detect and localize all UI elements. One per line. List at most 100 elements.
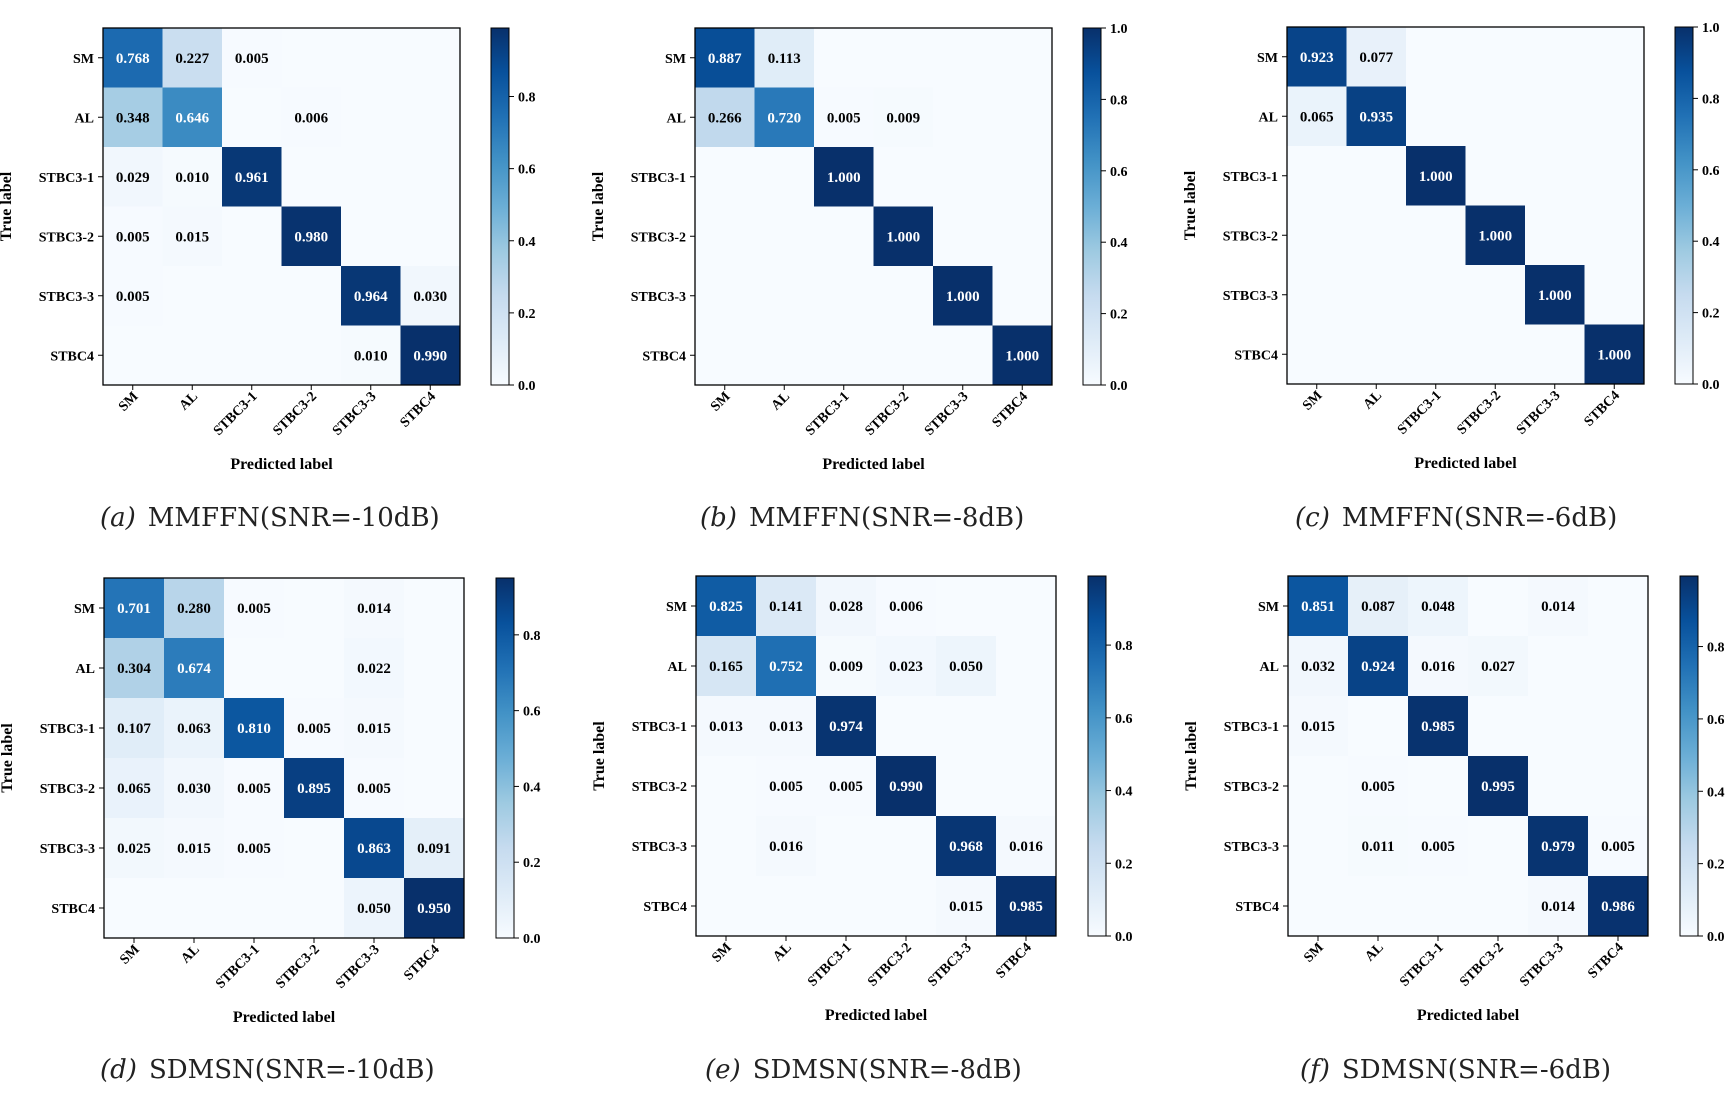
y-tick-label: AL bbox=[1260, 660, 1279, 675]
heatmap-cell bbox=[284, 818, 345, 879]
heatmap-cell bbox=[1588, 636, 1649, 697]
subfigure-caption: (b) MMFFN(SNR=-8dB) bbox=[700, 503, 1024, 533]
heatmap-cell bbox=[341, 28, 401, 88]
heatmap-cell bbox=[222, 266, 282, 326]
y-tick-label: STBC3-1 bbox=[631, 171, 686, 186]
heatmap-cell bbox=[1528, 816, 1589, 877]
heatmap-cell bbox=[103, 87, 163, 148]
y-tick-label: STBC3-1 bbox=[632, 720, 687, 735]
cell-value-label: 0.887 bbox=[708, 51, 742, 67]
heatmap-cell bbox=[1348, 576, 1409, 637]
colorbar-tick-label: 0.4 bbox=[1702, 235, 1720, 250]
x-tick-label: STBC3-2 bbox=[270, 389, 320, 439]
y-tick-label: AL bbox=[76, 662, 95, 677]
cell-value-label: 0.348 bbox=[116, 110, 150, 126]
cell-value-label: 0.985 bbox=[1421, 719, 1455, 735]
heatmap-cell bbox=[1288, 876, 1349, 937]
colorbar bbox=[1679, 575, 1699, 937]
cell-value-label: 0.701 bbox=[117, 601, 151, 617]
cell-value-label: 0.015 bbox=[949, 899, 983, 915]
heatmap-cell bbox=[162, 325, 223, 386]
heatmap-cell bbox=[400, 147, 461, 207]
cell-value-label: 0.015 bbox=[1301, 719, 1335, 735]
cell-value-label: 0.851 bbox=[1301, 599, 1335, 615]
heatmap-cell bbox=[1287, 146, 1347, 206]
cell-value-label: 0.720 bbox=[767, 110, 801, 126]
subfigure-caption: (f) SDMSN(SNR=-6dB) bbox=[1300, 1055, 1611, 1085]
heatmap-cell bbox=[814, 28, 874, 88]
y-tick-label: STBC3-1 bbox=[40, 722, 95, 737]
heatmap-cell bbox=[1287, 27, 1347, 87]
x-tick-label: AL bbox=[1362, 940, 1386, 964]
cell-value-label: 0.032 bbox=[1301, 659, 1335, 675]
heatmap-cell bbox=[1465, 146, 1526, 206]
cell-value-label: 0.005 bbox=[235, 51, 269, 67]
heatmap-cell bbox=[1588, 576, 1649, 637]
caption-text: MMFFN(SNR=-10dB) bbox=[148, 503, 440, 533]
x-tick-label: STBC3-2 bbox=[865, 940, 915, 990]
colorbar-tick-label: 0.2 bbox=[1110, 308, 1128, 323]
colorbar-tick-label: 0.8 bbox=[1707, 641, 1725, 656]
heatmap-cell bbox=[224, 638, 285, 699]
heatmap-cell bbox=[1465, 27, 1526, 87]
cell-value-label: 0.065 bbox=[117, 781, 151, 797]
colorbar bbox=[1082, 27, 1102, 386]
heatmap-cell bbox=[1465, 205, 1526, 266]
cell-value-label: 0.986 bbox=[1601, 899, 1635, 915]
caption-letter: (a) bbox=[100, 503, 136, 533]
heatmap-cell bbox=[696, 636, 757, 697]
cell-value-label: 0.014 bbox=[1541, 599, 1575, 615]
heatmap-cell bbox=[104, 818, 165, 879]
heatmap-cell bbox=[816, 756, 877, 817]
y-tick-label: SM bbox=[74, 602, 95, 617]
heatmap-cell bbox=[1287, 324, 1347, 385]
heatmap-cell bbox=[341, 206, 401, 267]
cell-value-label: 0.227 bbox=[175, 51, 209, 67]
cell-value-label: 0.027 bbox=[1481, 659, 1515, 675]
colorbar-tick-label: 0.8 bbox=[518, 91, 536, 106]
cell-value-label: 0.005 bbox=[1601, 839, 1635, 855]
x-tick-label: SM bbox=[708, 389, 733, 414]
heatmap-cell bbox=[814, 325, 874, 386]
colorbar-tick-label: 0.2 bbox=[1702, 307, 1720, 322]
heatmap-cell bbox=[816, 876, 877, 937]
y-axis-title: True label bbox=[1182, 170, 1199, 240]
heatmap-cell bbox=[400, 87, 461, 148]
heatmap-cell bbox=[341, 325, 401, 386]
heatmap-cell bbox=[1408, 816, 1469, 877]
colorbar-tick-label: 0.8 bbox=[523, 629, 541, 644]
heatmap-cell bbox=[754, 87, 815, 148]
cell-value-label: 0.010 bbox=[354, 348, 388, 364]
caption-text: MMFFN(SNR=-6dB) bbox=[1342, 503, 1617, 533]
heatmap-cell bbox=[103, 206, 163, 267]
heatmap-cell bbox=[1588, 876, 1649, 937]
y-tick-label: STBC3-2 bbox=[1224, 780, 1279, 795]
y-tick-label: STBC4 bbox=[1234, 348, 1278, 363]
heatmap-cell bbox=[344, 638, 405, 699]
heatmap-cell bbox=[1346, 27, 1407, 87]
x-tick-label: SM bbox=[117, 942, 142, 967]
colorbar-tick-label: 0.2 bbox=[523, 856, 541, 871]
heatmap-cell bbox=[344, 818, 405, 879]
subfigure-caption: (e) SDMSN(SNR=-8dB) bbox=[705, 1055, 1022, 1085]
y-tick-label: STBC3-2 bbox=[1223, 229, 1278, 244]
y-tick-label: STBC4 bbox=[642, 349, 686, 364]
plot-frame bbox=[694, 27, 1053, 386]
heatmap-cell bbox=[1348, 696, 1409, 757]
y-tick-label: SM bbox=[73, 52, 94, 67]
y-tick-label: STBC3-1 bbox=[1224, 720, 1279, 735]
heatmap-cell bbox=[1468, 696, 1529, 757]
cell-value-label: 0.165 bbox=[709, 659, 743, 675]
x-tick-label: STBC3-3 bbox=[330, 389, 380, 439]
y-tick-label: STBC3-1 bbox=[1223, 170, 1278, 185]
heatmap-cell bbox=[284, 878, 345, 939]
heatmap-cell bbox=[1588, 756, 1649, 817]
x-tick-label: AL bbox=[1361, 388, 1385, 412]
heatmap-cell bbox=[695, 206, 755, 267]
heatmap-cell bbox=[224, 578, 285, 639]
x-tick-label: SM bbox=[1301, 940, 1326, 965]
cell-value-label: 0.924 bbox=[1361, 659, 1395, 675]
heatmap-cell bbox=[1468, 876, 1529, 937]
heatmap-cell bbox=[996, 636, 1057, 697]
